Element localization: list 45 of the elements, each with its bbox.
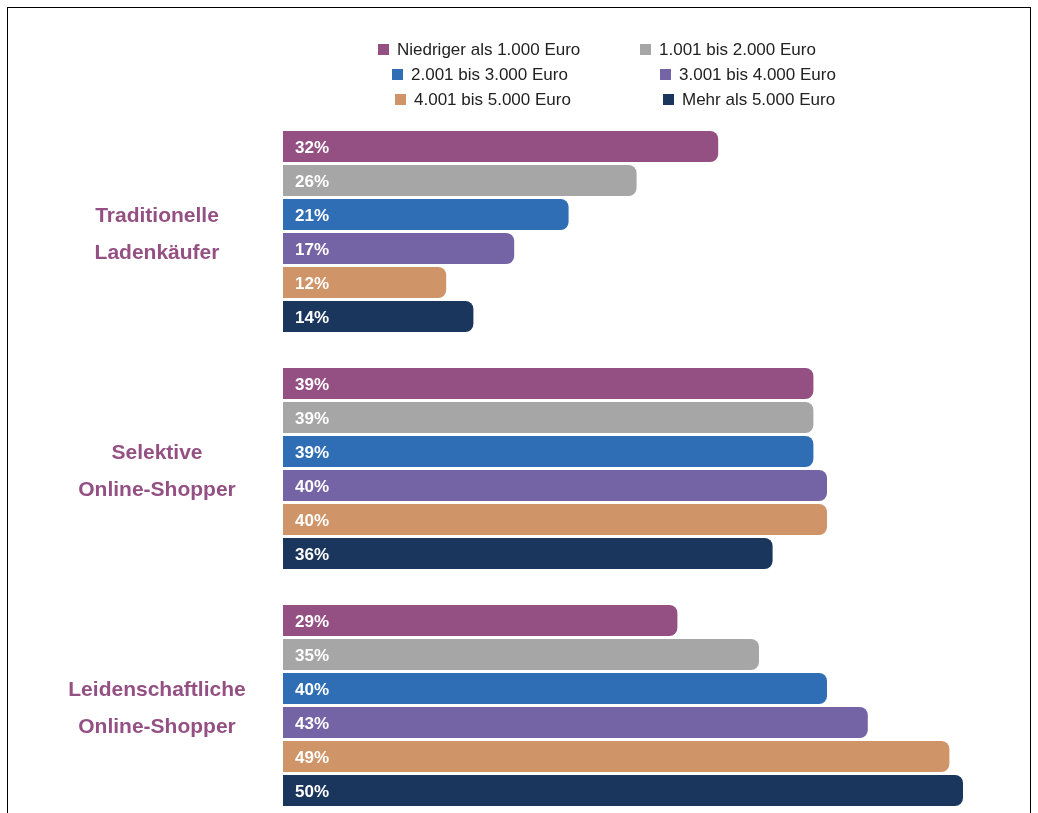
legend-label: 1.001 bis 2.000 Euro bbox=[659, 40, 816, 59]
bar bbox=[283, 199, 569, 230]
data-label: 29% bbox=[295, 611, 330, 631]
bar bbox=[283, 131, 719, 162]
bar bbox=[283, 605, 678, 636]
data-label: 12% bbox=[295, 273, 330, 293]
bar bbox=[283, 639, 759, 670]
bar bbox=[283, 165, 637, 196]
legend-label: 2.001 bis 3.000 Euro bbox=[411, 65, 568, 84]
bar bbox=[283, 402, 814, 433]
data-label: 39% bbox=[295, 374, 330, 394]
data-label: 17% bbox=[295, 239, 330, 259]
data-label: 40% bbox=[295, 476, 330, 496]
bar bbox=[283, 504, 827, 535]
data-label: 14% bbox=[295, 307, 330, 327]
y-tick-label: Traditionelle Ladenkäufer bbox=[94, 202, 220, 263]
data-label: 39% bbox=[295, 408, 330, 428]
data-label: 36% bbox=[295, 544, 330, 564]
data-label: 40% bbox=[295, 679, 330, 699]
data-label: 50% bbox=[295, 781, 330, 801]
bar bbox=[283, 470, 827, 501]
data-label: 49% bbox=[295, 747, 330, 767]
bar bbox=[283, 741, 950, 772]
data-label: 35% bbox=[295, 645, 330, 665]
bar bbox=[283, 538, 773, 569]
bar bbox=[283, 301, 474, 332]
bar bbox=[283, 233, 515, 264]
data-label: 43% bbox=[295, 713, 330, 733]
legend-label: Niedriger als 1.000 Euro bbox=[397, 40, 581, 59]
y-tick-label: Selektive Online-Shopper bbox=[78, 439, 236, 500]
legend-label: Mehr als 5.000 Euro bbox=[682, 90, 836, 109]
bar bbox=[283, 775, 963, 806]
bar bbox=[283, 267, 447, 298]
data-label: 21% bbox=[295, 205, 330, 225]
bar bbox=[283, 436, 814, 467]
y-tick-label: Leidenschaftliche Online-Shopper bbox=[68, 676, 246, 737]
bar bbox=[283, 673, 827, 704]
legend-label: 3.001 bis 4.000 Euro bbox=[679, 65, 836, 84]
bar bbox=[283, 707, 868, 738]
legend-label: 4.001 bis 5.000 Euro bbox=[414, 90, 571, 109]
data-label: 32% bbox=[295, 137, 330, 157]
bar bbox=[283, 368, 814, 399]
data-label: 39% bbox=[295, 442, 330, 462]
data-label: 40% bbox=[295, 510, 330, 530]
data-label: 26% bbox=[295, 171, 330, 191]
